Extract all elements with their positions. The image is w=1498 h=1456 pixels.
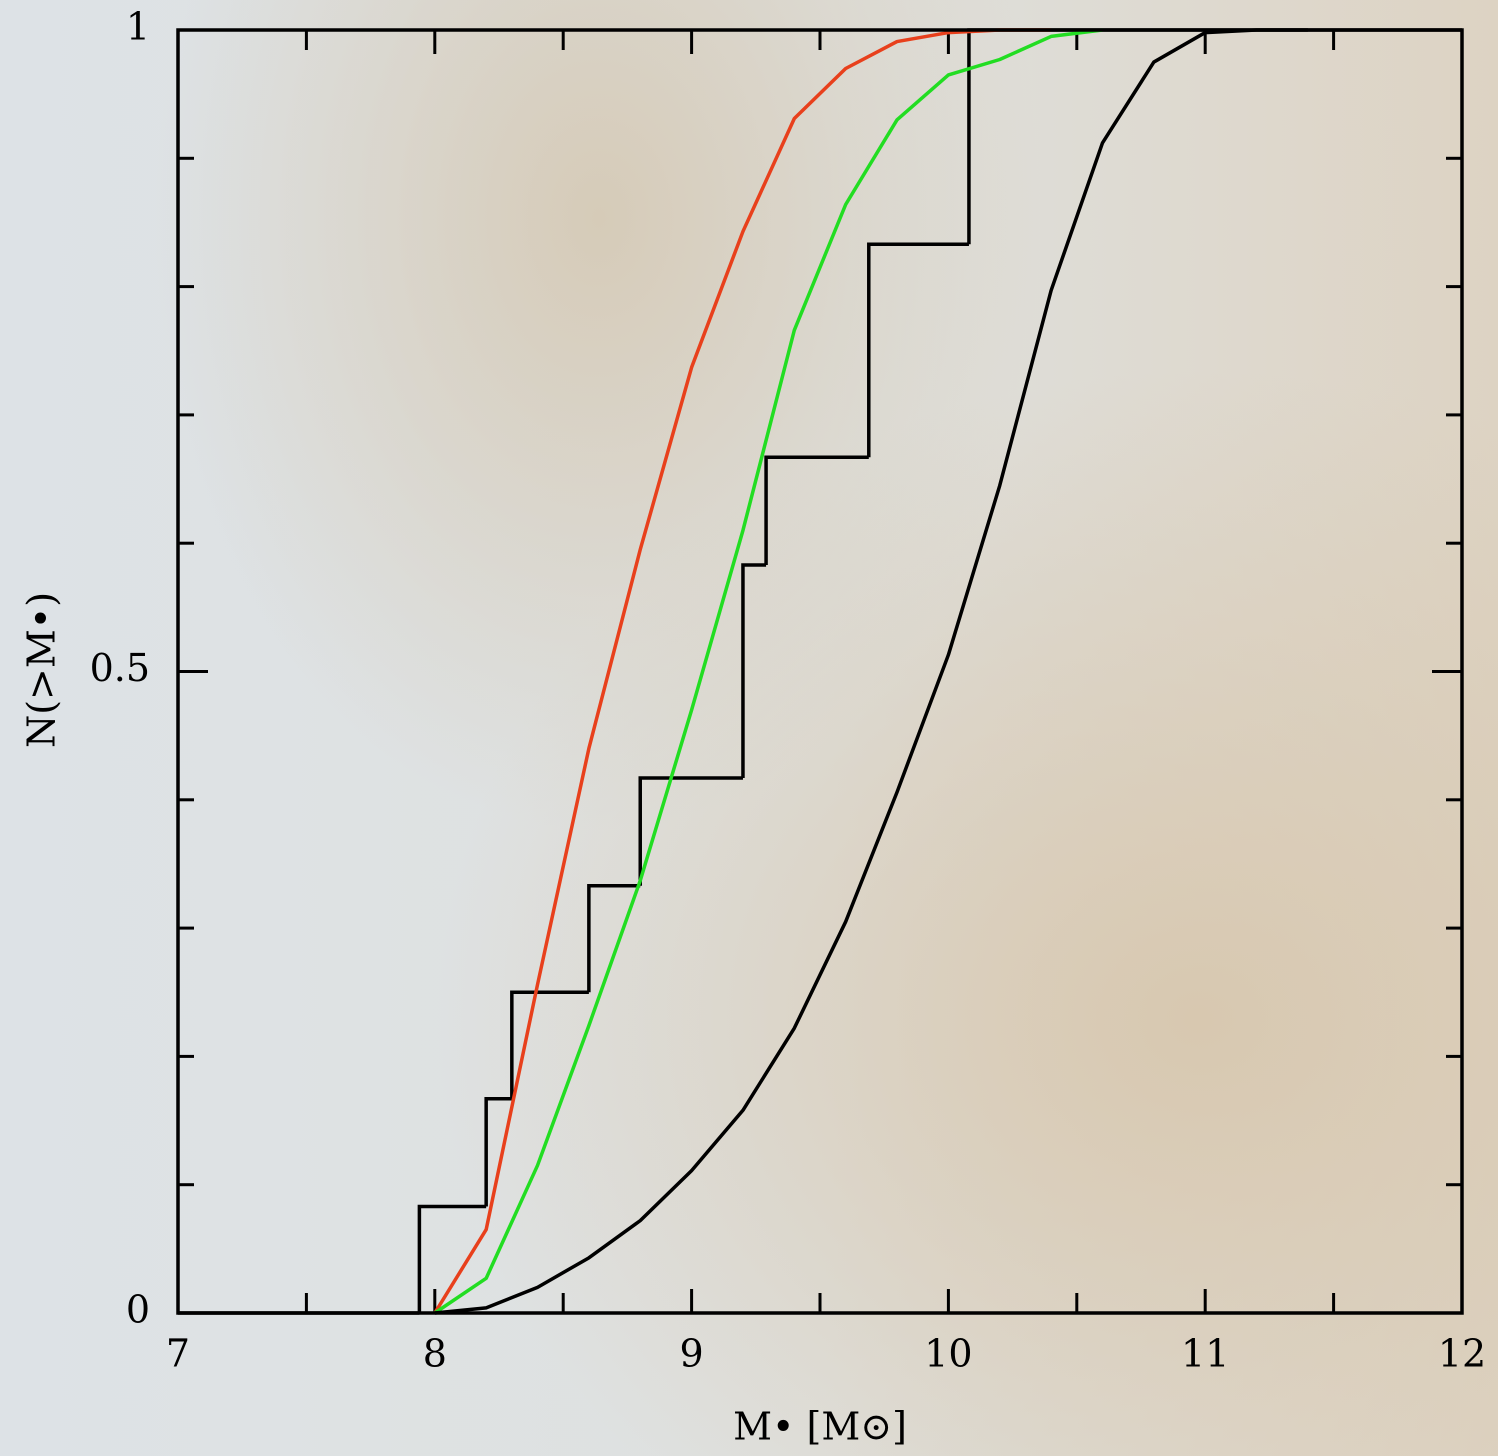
x-tick-label: 10	[924, 1332, 972, 1376]
curve	[433, 28, 1103, 1315]
step-segment	[638, 776, 743, 886]
y-tick-label: 0	[126, 1288, 150, 1332]
y-axis-label: N(>M•)	[20, 592, 64, 748]
x-tick-label: 8	[423, 1332, 447, 1376]
step-segment	[484, 1096, 512, 1207]
y-tick-label: 0.5	[90, 646, 150, 690]
step-segment	[764, 455, 869, 566]
step-segment	[741, 563, 767, 778]
step-segment	[967, 28, 1462, 245]
x-tick-label: 7	[166, 1332, 190, 1376]
curve	[433, 28, 1052, 1314]
curve	[434, 28, 1308, 1315]
step-segment	[867, 242, 969, 458]
step-segment	[510, 990, 589, 1099]
x-axis-label: M• [M⊙]	[733, 1405, 907, 1449]
x-tick-label: 12	[1438, 1332, 1486, 1376]
step-segment	[417, 1204, 487, 1313]
step-segment	[587, 884, 641, 993]
plot-frame	[176, 28, 1464, 1315]
y-tick-label: 1	[126, 5, 150, 49]
x-tick-label: 9	[680, 1332, 704, 1376]
x-tick-label: 11	[1181, 1332, 1229, 1376]
